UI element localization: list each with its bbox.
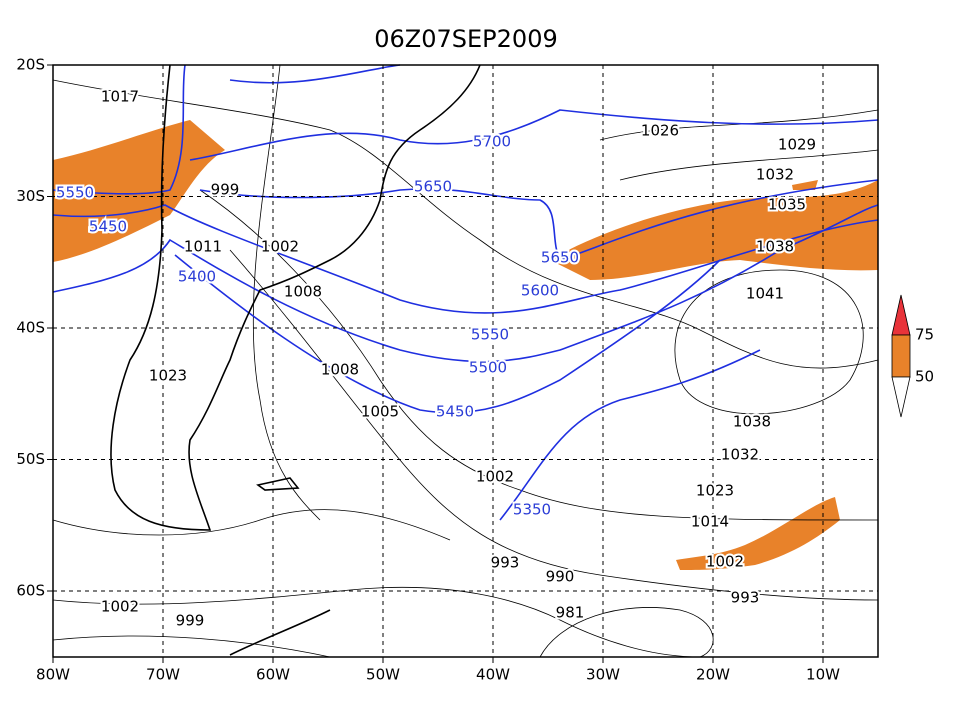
isobar: [619, 149, 879, 181]
isobar-label: 1008: [321, 361, 359, 379]
coastline: [256, 477, 300, 491]
height-contour: [229, 64, 401, 84]
lon-label: 10W: [806, 666, 840, 684]
legend: [891, 294, 911, 418]
lat-label: 20S: [16, 56, 45, 74]
isobar-label: 993: [731, 589, 760, 607]
isobar: [599, 109, 879, 141]
shaded-area: [53, 120, 225, 262]
height-contour: [499, 349, 761, 521]
height-label: 5450: [436, 403, 474, 421]
lon-label: 50W: [366, 666, 400, 684]
isobar-label: 1011: [184, 238, 222, 256]
isobar-label: 990: [546, 568, 575, 586]
height-label: 5500: [469, 359, 507, 377]
isobar-label: 1023: [696, 482, 734, 500]
height-label: 5550: [56, 184, 94, 202]
height-label: 5400: [178, 268, 216, 286]
shaded-area: [550, 180, 878, 280]
isobar: [52, 635, 331, 658]
lat-label: 60S: [16, 582, 45, 600]
lon-label: 60W: [256, 666, 290, 684]
isobar: [52, 586, 701, 658]
isobar-label: 981: [556, 604, 585, 622]
height-label: 5650: [541, 249, 579, 267]
height-contour: [52, 204, 879, 363]
isobar-label: 1032: [756, 166, 794, 184]
height-label: 5700: [473, 133, 511, 151]
lat-label: 40S: [16, 319, 45, 337]
height-contour: [174, 254, 721, 414]
shaded-area: [676, 497, 840, 570]
isobar-label: 1002: [101, 598, 139, 616]
isobars: [52, 64, 879, 658]
isobar-label: 993: [491, 554, 520, 572]
isobar-label: 1002: [706, 553, 744, 571]
shading: [53, 120, 878, 570]
lon-label: 80W: [36, 666, 70, 684]
isobar-label: 1026: [641, 122, 679, 140]
height-contour: [52, 64, 186, 195]
isobar-label: 1041: [746, 285, 784, 303]
height-label: 5450: [89, 218, 127, 236]
isobar-label: 999: [211, 181, 240, 199]
height-contour: [189, 109, 879, 161]
height-label: 5550: [471, 326, 509, 344]
isobar-label: 1014: [691, 513, 729, 531]
isobar: [674, 269, 864, 415]
map-title: 06Z07SEP2009: [374, 25, 557, 53]
legend-swatch: [891, 334, 911, 378]
isobar: [52, 79, 879, 369]
isobar-label: 1002: [476, 468, 514, 486]
coastlines: [110, 64, 481, 656]
isobar: [52, 509, 451, 541]
lon-label: 40W: [476, 666, 510, 684]
map-frame: [52, 64, 879, 658]
isobar-label: 1029: [778, 136, 816, 154]
isobar-label: 1005: [361, 403, 399, 421]
isobar-label: 1032: [721, 446, 759, 464]
height-label: 5650: [414, 178, 452, 196]
lon-label: 20W: [696, 666, 730, 684]
isobar-label: 999: [176, 612, 205, 630]
isobar: [229, 249, 879, 601]
lon-label: 30W: [586, 666, 620, 684]
isobar-label: 1008: [284, 283, 322, 301]
legend-label: 50: [915, 368, 934, 386]
height-label: 5600: [521, 282, 559, 300]
coastline: [110, 64, 481, 531]
isobar-label: 1017: [101, 88, 139, 106]
height-label: 5350: [513, 501, 551, 519]
isobar-label: 1038: [733, 413, 771, 431]
lon-label: 70W: [146, 666, 180, 684]
legend-bottom-swatch: [891, 376, 911, 418]
isobar-label: 1038: [756, 238, 794, 256]
lat-label: 50S: [16, 450, 45, 468]
isobar-label: 1002: [261, 238, 299, 256]
isobar-label: 1035: [768, 196, 806, 214]
lat-label: 30S: [16, 187, 45, 205]
isobar: [199, 189, 879, 521]
legend-label: 75: [915, 326, 934, 344]
isobar-label: 1023: [149, 367, 187, 385]
shaded-area: [792, 180, 818, 190]
coastline: [229, 609, 331, 656]
